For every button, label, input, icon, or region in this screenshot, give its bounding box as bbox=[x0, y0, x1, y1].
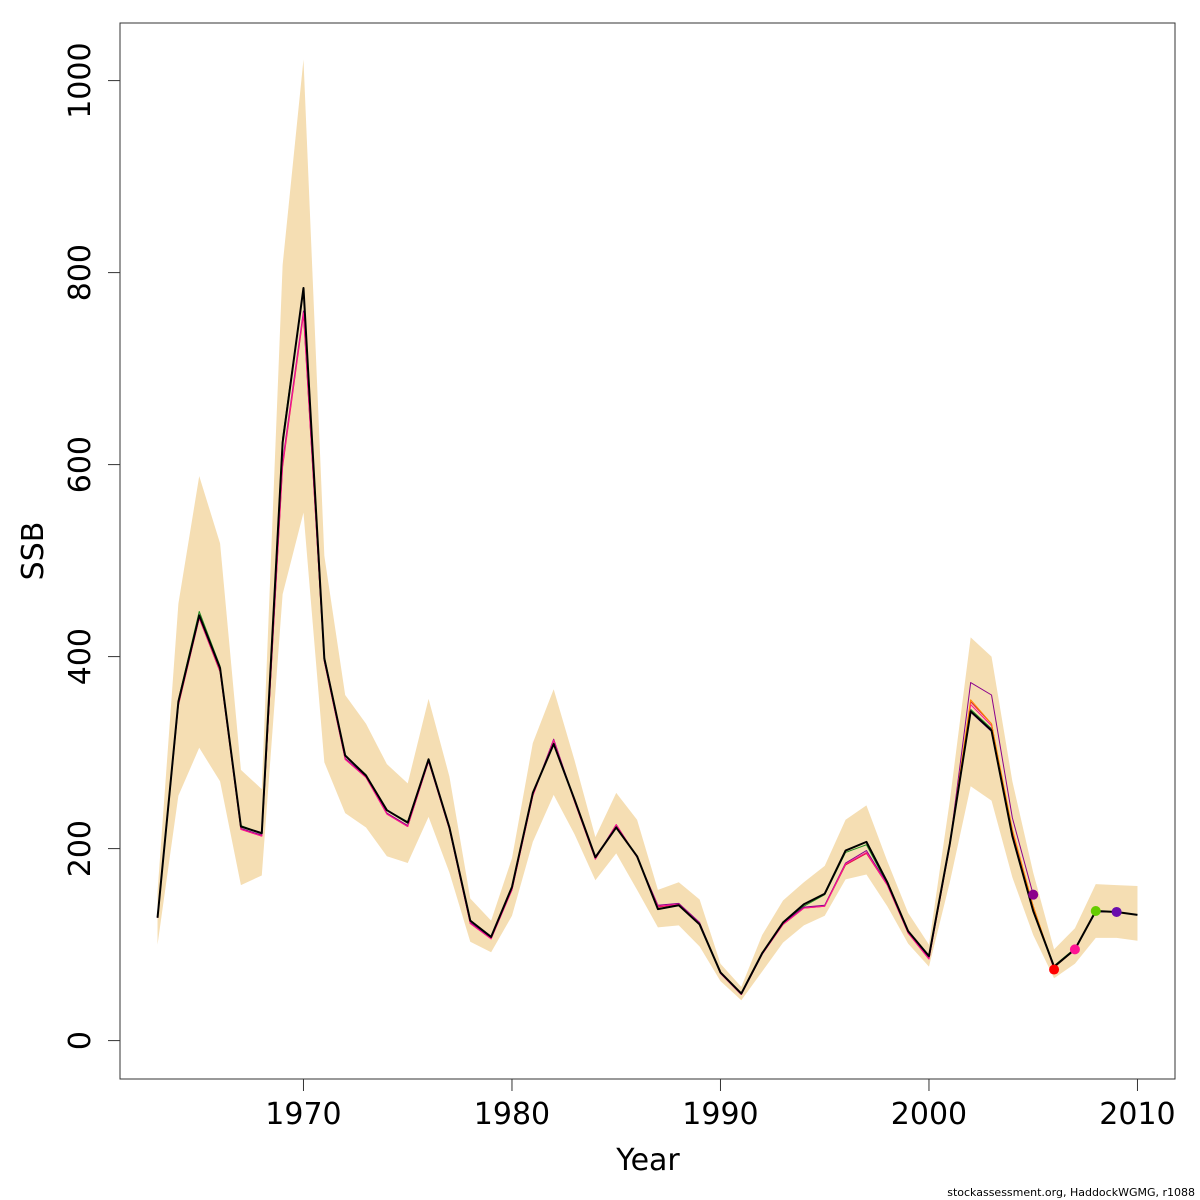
x-tick-label: 1990 bbox=[682, 1097, 758, 1132]
x-axis-title: Year bbox=[615, 1143, 680, 1178]
endpoint-marker-1 bbox=[1028, 889, 1039, 900]
y-tick-label: 800 bbox=[63, 244, 98, 301]
series-line-1 bbox=[156, 286, 1138, 995]
x-tick-label: 2000 bbox=[891, 1097, 967, 1132]
y-tick-label: 1000 bbox=[63, 42, 98, 118]
y-tick-label: 400 bbox=[63, 628, 98, 685]
x-axis: 1970 1980 1990 2000 2010 bbox=[265, 1078, 1176, 1132]
series-line-4 bbox=[157, 310, 1034, 996]
endpoint-marker-5 bbox=[1111, 906, 1122, 917]
confidence-band-area bbox=[157, 59, 1138, 1001]
y-axis-title: SSB bbox=[16, 522, 51, 581]
y-axis: 0 200 400 600 800 1000 bbox=[63, 42, 121, 1050]
series-lines bbox=[156, 286, 1138, 996]
y-tick-label: 200 bbox=[63, 820, 98, 877]
endpoint-markers bbox=[1028, 889, 1122, 975]
endpoint-marker-2 bbox=[1049, 964, 1060, 975]
y-tick-label: 0 bbox=[63, 1031, 98, 1050]
x-tick-label: 1980 bbox=[474, 1097, 550, 1132]
endpoint-marker-3 bbox=[1069, 944, 1080, 955]
x-tick-label: 1970 bbox=[265, 1097, 341, 1132]
y-tick-label: 600 bbox=[63, 436, 98, 493]
confidence-band bbox=[157, 59, 1138, 1001]
x-tick-label: 2010 bbox=[1099, 1097, 1175, 1132]
source-footer: stockassessment.org, HaddockWGMG, r1088 bbox=[947, 1186, 1195, 1199]
endpoint-marker-4 bbox=[1090, 906, 1101, 916]
